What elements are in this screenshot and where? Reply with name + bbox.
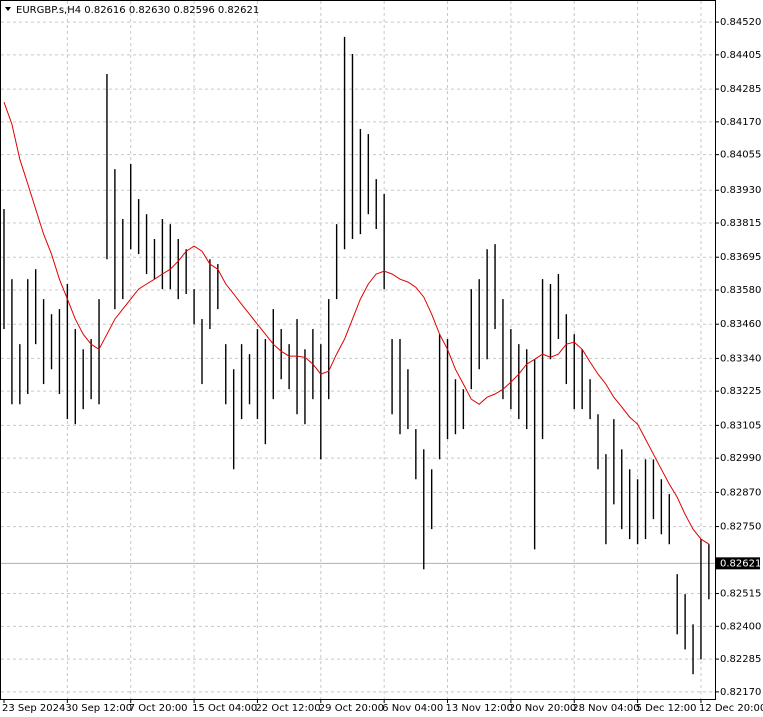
y-tick-label: 0.84055 — [720, 150, 761, 161]
menu-arrow — [5, 7, 11, 11]
y-tick-label: 0.83225 — [720, 386, 761, 397]
y-tick-label: 0.83460 — [720, 319, 761, 330]
y-tick-label: 0.84170 — [720, 117, 761, 128]
x-tick-label: 20 Nov 20:00 — [509, 703, 576, 714]
y-tick-label: 0.82285 — [720, 654, 761, 665]
y-tick-label: 0.83815 — [720, 218, 761, 229]
x-tick-label: 15 Oct 04:00 — [192, 703, 257, 714]
x-tick-label: 12 Dec 20:00 — [699, 703, 763, 714]
plot-frame — [0, 0, 716, 700]
y-tick-label: 0.83580 — [720, 285, 761, 296]
y-tick-label: 0.84520 — [720, 17, 761, 28]
x-tick-label: 30 Sep 12:00 — [65, 703, 132, 714]
x-tick-label: 13 Nov 12:00 — [446, 703, 513, 714]
y-tick-label: 0.83695 — [720, 252, 761, 263]
y-tick-label: 0.83930 — [720, 185, 761, 196]
x-tick-label: 7 Oct 20:00 — [129, 703, 188, 714]
chart-title: EURGBP.s,H4 0.82616 0.82630 0.82596 0.82… — [16, 5, 259, 16]
y-tick-label: 0.84285 — [720, 84, 761, 95]
y-tick-label: 0.83105 — [720, 420, 761, 431]
y-tick-label: 0.84405 — [720, 50, 761, 61]
x-tick-label: 23 Sep 2024 — [2, 703, 65, 714]
current-price-label: 0.82621 — [720, 558, 761, 569]
x-tick-label: 5 Dec 12:00 — [636, 703, 697, 714]
y-tick-label: 0.82750 — [720, 522, 761, 533]
x-tick-label: 22 Oct 12:00 — [255, 703, 320, 714]
y-tick-label: 0.82515 — [720, 589, 761, 600]
current-price-box — [716, 557, 760, 570]
y-tick-label: 0.82990 — [720, 453, 761, 464]
y-tick-label: 0.82870 — [720, 487, 761, 498]
moving-average — [3, 102, 710, 545]
x-tick-label: 28 Nov 04:00 — [572, 703, 639, 714]
y-tick-label: 0.82400 — [720, 621, 761, 632]
y-tick-label: 0.83340 — [720, 353, 761, 364]
y-tick-label: 0.82170 — [720, 687, 761, 698]
x-tick-label: 6 Nov 04:00 — [382, 703, 443, 714]
x-tick-label: 29 Oct 20:00 — [319, 703, 384, 714]
